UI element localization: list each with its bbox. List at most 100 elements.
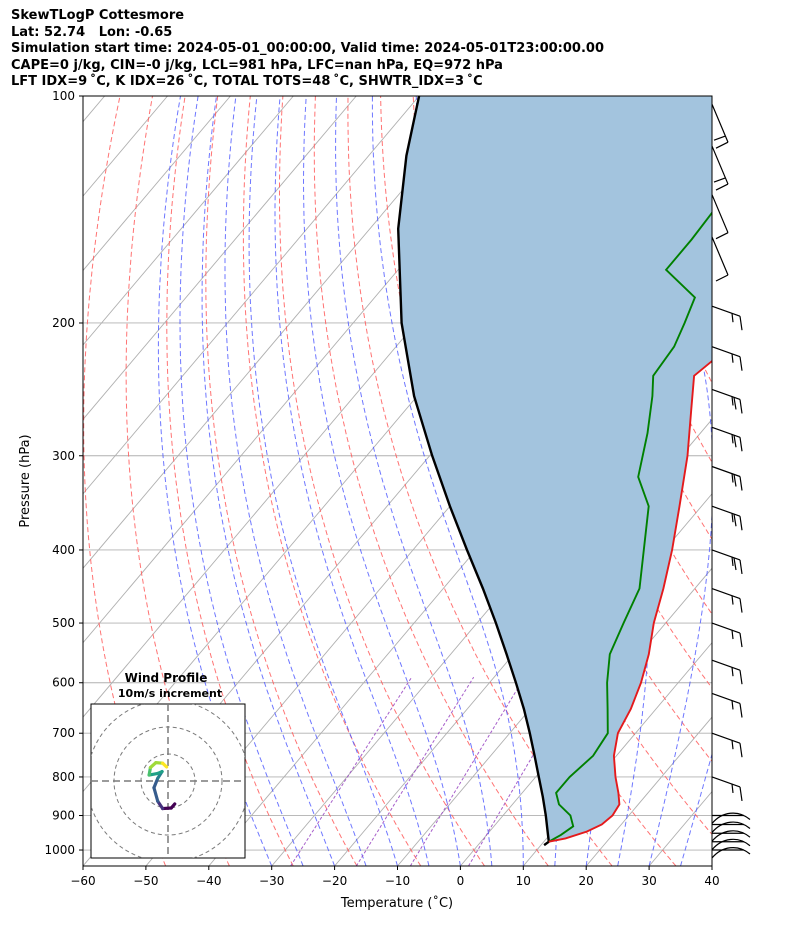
wind-barb-flag [739,632,743,648]
x-tick-label: 10 [516,874,531,888]
y-tick-label: 700 [52,726,75,740]
wind-barb-shaft [711,426,741,438]
dry-adiabat [279,96,485,866]
y-tick-label: 1000 [44,843,75,857]
wind-barb [711,812,751,824]
x-tick-label: −10 [385,874,410,888]
wind-barb-shaft [711,145,729,185]
mixing-ratio-line [409,676,525,866]
dry-adiabat [772,96,794,866]
title-line-indices-1: CAPE=0 j/kg, CIN=-0 j/kg, LCL=981 hPa, L… [11,57,503,73]
y-tick-label: 500 [52,616,75,630]
wind-barb [711,305,743,331]
wind-barb-shaft [711,103,729,143]
wind-barb-shaft [711,236,729,276]
wind-barb [711,692,743,718]
moist-adiabat [224,96,367,866]
dry-adiabat [739,96,794,866]
y-axis-ticks: 100 200 300 400 500 600 700 800 900 1000 [44,89,83,857]
wind-barb-flag [739,516,743,531]
wind-barb-shaft [711,812,751,824]
wind-barb [711,465,743,491]
y-tick-label: 900 [52,809,75,823]
x-tick-label: −30 [259,874,284,888]
dry-adiabat [313,96,549,866]
hodograph-subtitle: 10m/s increment [118,687,222,700]
isotherm-line [83,96,105,123]
isotherm-line [522,641,712,866]
moist-adiabat [274,96,430,866]
wind-barb [711,776,743,802]
x-tick-label: 40 [704,874,719,888]
wind-barb-flag [731,353,734,363]
wind-barb-shaft [711,838,751,851]
y-tick-label: 200 [52,316,75,330]
wind-barb-flag [731,740,734,750]
wind-barb-flag [739,670,743,685]
wind-barb-shaft [711,305,741,317]
wind-barb-flag [739,598,743,613]
wind-barb-flag [733,397,737,410]
wind-barb-flag [731,629,734,640]
wind-barbs [711,103,751,859]
wind-barb-shaft [711,847,751,859]
title-line-indices-2: LFT IDX=9 ˚C, K IDX=26 ˚C, TOTAL TOTS=48… [11,74,483,89]
y-axis-label: Pressure (hPa) [18,434,33,527]
isotherm-line [397,493,712,866]
wind-barb [711,659,743,685]
wind-barb [711,103,729,149]
wind-barb-flag [731,473,734,483]
wind-barb-shaft [711,194,729,233]
wind-barb-flag [715,274,729,282]
isotherm-line [775,96,794,866]
wind-barb-flag [739,437,743,452]
isotherm-line [585,716,712,866]
wind-barb-flag [731,700,734,710]
wind-barb-flag [715,183,729,191]
title-line-location: Lat: 52.74 Lon: -0.65 [11,24,173,40]
wind-barb-shaft [711,388,741,401]
wind-barb-shaft [711,659,741,671]
wind-barb-shaft [711,549,741,561]
wind-barb-flag [715,232,729,240]
wind-barb-flag [713,135,726,141]
x-axis-ticks: −60 −50 −40 −30 −20 −10 0 10 20 30 40 [70,866,720,888]
wind-barb [711,194,729,240]
wind-barb-flag [733,514,737,527]
wind-barb-flag [715,141,729,149]
wind-barb-flag [733,474,737,487]
parcel-profile-line [396,96,551,847]
mixing-ratio-line [290,676,413,866]
moist-adiabat [711,864,712,866]
hodograph-title: Wind Profile [125,671,208,685]
parcel-shading [398,96,712,846]
wind-barb [711,426,743,452]
wind-barb-flag [739,399,743,414]
wind-barb [711,838,751,851]
wind-barb-flag [739,476,743,491]
wind-barb-flag [739,703,743,718]
dry-adiabat [166,96,294,866]
moist-adiabat [632,96,712,866]
wind-barb-shaft [711,830,751,842]
wind-barb-flag [739,356,743,371]
isotherm-line [83,96,231,272]
moist-adiabat [335,96,493,866]
wind-barb-shaft [711,587,741,600]
wind-barb-flag [731,667,734,677]
wind-barb-flag [731,313,734,323]
temperature-line [548,359,712,843]
y-tick-label: 800 [52,770,75,784]
x-tick-label: −60 [70,874,95,888]
moist-adiabat [248,96,398,866]
x-axis-label: Temperature (˚C) [340,895,453,911]
y-tick-label: 100 [52,89,75,103]
wind-barb [711,388,743,414]
title-line-times: Simulation start time: 2024-05-01_00:00:… [11,41,604,56]
y-tick-label: 400 [52,543,75,557]
x-tick-label: −40 [196,874,221,888]
isotherm-line [83,96,483,569]
wind-barb-shaft [711,821,751,833]
dewpoint-line [548,211,712,843]
